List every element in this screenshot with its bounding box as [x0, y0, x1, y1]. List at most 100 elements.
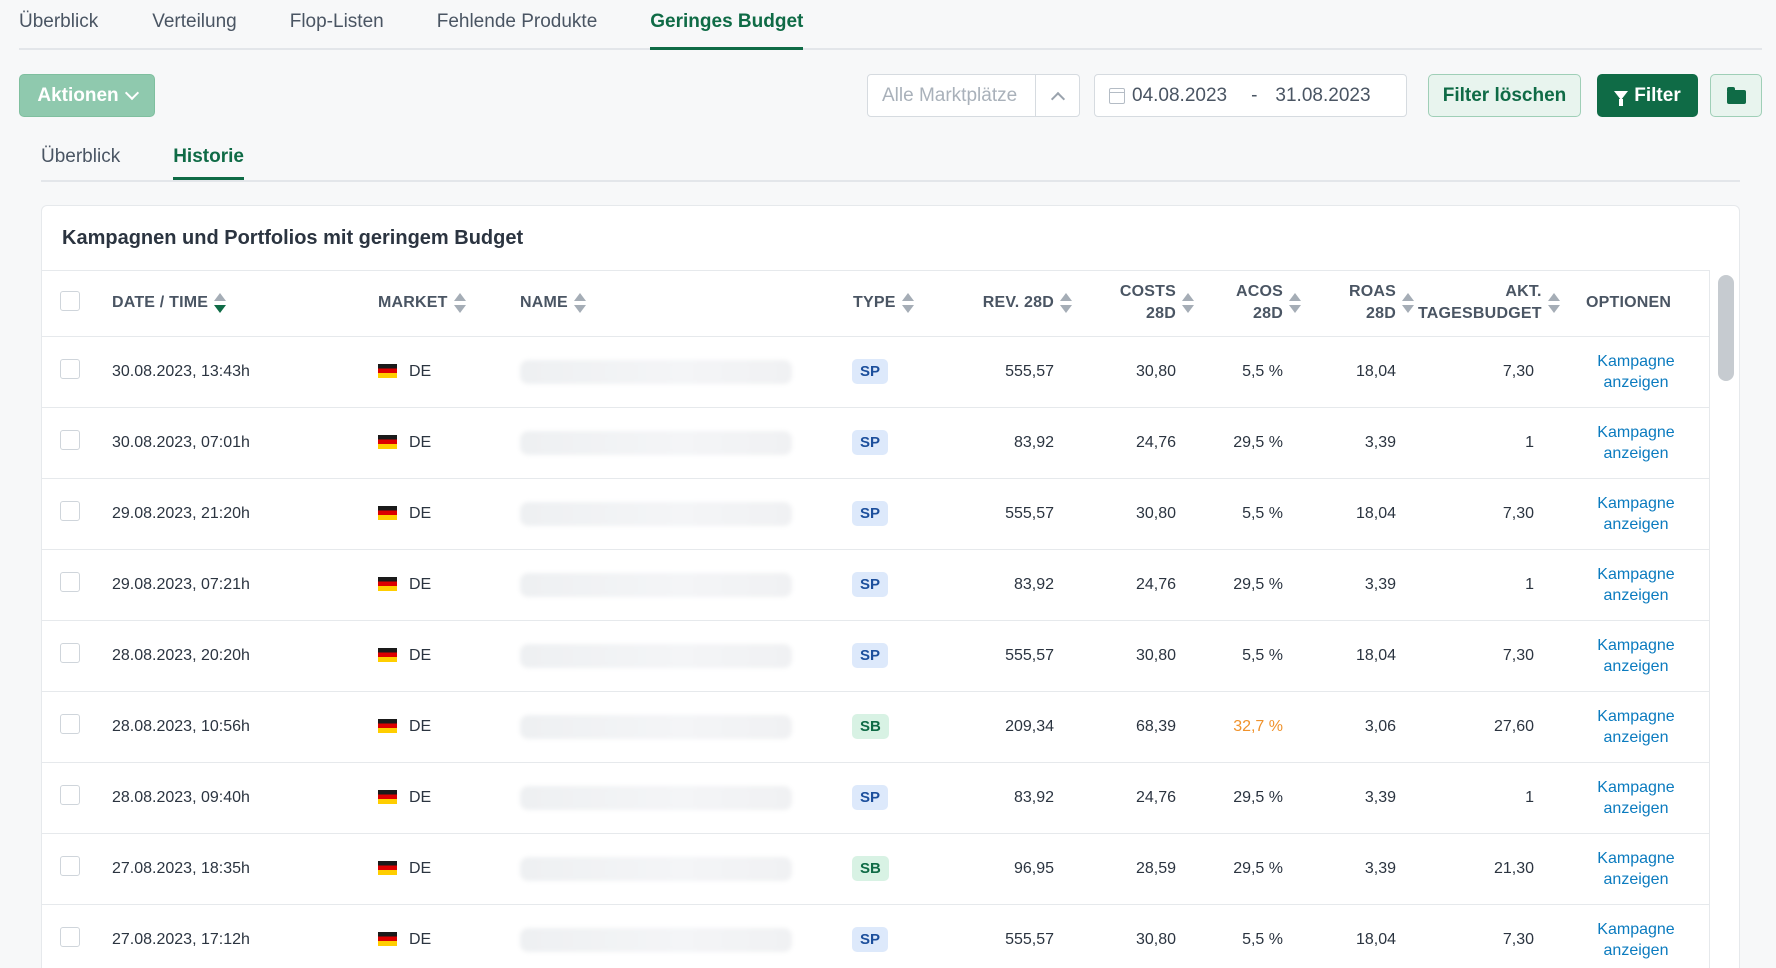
tab-fehlende-produkte[interactable]: Fehlende Produkte [436, 11, 598, 32]
calendar-icon [1109, 87, 1125, 104]
show-campaign-link[interactable]: Kampagne anzeigen [1562, 833, 1709, 905]
tab-geringes-budget[interactable]: Geringes Budget [650, 0, 804, 50]
row-roas: 3,39 [1311, 549, 1418, 621]
row-type: SP [852, 620, 947, 692]
history-table-wrapper[interactable]: DATE / TIME MARKET NAME TYPE REV. 28D CO… [42, 270, 1710, 968]
sort-icon[interactable] [1289, 293, 1301, 314]
subtab-historie[interactable]: Historie [173, 130, 244, 180]
actions-dropdown-button[interactable]: Aktionen [19, 74, 155, 117]
sort-icon[interactable] [1182, 293, 1194, 314]
row-acos: 5,5 % [1204, 620, 1311, 692]
table-row[interactable]: 27.08.2023, 18:35h DE SB 96,95 28,59 29,… [42, 833, 1709, 905]
row-date: 30.08.2023, 07:01h [98, 407, 378, 479]
date-range-picker[interactable]: 04.08.2023 - 31.08.2023 [1094, 74, 1407, 117]
table-row[interactable]: 29.08.2023, 07:21h DE SP 83,92 24,76 29,… [42, 549, 1709, 621]
sort-icon[interactable] [214, 293, 227, 314]
tab-verteilung[interactable]: Verteilung [152, 11, 237, 32]
row-acos: 29,5 % [1204, 549, 1311, 621]
row-acos: 5,5 % [1204, 336, 1311, 408]
show-campaign-link[interactable]: Kampagne anzeigen [1562, 478, 1709, 550]
sort-icon[interactable] [573, 293, 586, 314]
show-campaign-link[interactable]: Kampagne anzeigen [1562, 691, 1709, 763]
row-market-code: DE [409, 433, 432, 451]
row-name [509, 762, 852, 834]
header-acos[interactable]: ACOS [1235, 283, 1283, 301]
row-date: 27.08.2023, 18:35h [98, 833, 378, 905]
row-name [509, 620, 852, 692]
row-rev: 555,57 [947, 478, 1082, 550]
row-market-code: DE [409, 788, 432, 806]
row-date: 28.08.2023, 10:56h [98, 691, 378, 763]
header-type[interactable]: TYPE [853, 294, 896, 312]
row-budget: 1 [1418, 407, 1562, 479]
select-all-checkbox[interactable] [60, 290, 80, 311]
sort-icon[interactable] [1402, 293, 1414, 314]
header-acos-sub: 28D [1253, 305, 1283, 323]
table-row[interactable]: 30.08.2023, 07:01h DE SP 83,92 24,76 29,… [42, 407, 1709, 479]
clear-filter-button[interactable]: Filter löschen [1428, 74, 1581, 117]
row-name [509, 407, 852, 479]
tab-ueberblick[interactable]: Überblick [19, 11, 99, 32]
sort-icon[interactable] [453, 293, 466, 314]
header-costs[interactable]: COSTS [1119, 283, 1176, 301]
date-to[interactable]: 31.08.2023 [1275, 84, 1371, 106]
header-name[interactable]: NAME [520, 294, 568, 312]
show-campaign-link[interactable]: Kampagne anzeigen [1562, 549, 1709, 621]
show-campaign-link[interactable]: Kampagne anzeigen [1562, 620, 1709, 692]
header-date[interactable]: DATE / TIME [112, 294, 209, 312]
table-row[interactable]: 28.08.2023, 10:56h DE SB 209,34 68,39 32… [42, 691, 1709, 763]
show-campaign-link[interactable]: Kampagne anzeigen [1562, 762, 1709, 834]
row-type: SP [852, 336, 947, 408]
sort-icon[interactable] [1060, 293, 1072, 314]
table-row[interactable]: 28.08.2023, 20:20h DE SP 555,57 30,80 5,… [42, 620, 1709, 692]
row-checkbox[interactable] [60, 927, 80, 947]
row-roas: 3,06 [1311, 691, 1418, 763]
table-row[interactable]: 30.08.2023, 13:43h DE SP 555,57 30,80 5,… [42, 336, 1709, 408]
row-checkbox[interactable] [60, 359, 80, 379]
scrollbar-thumb[interactable] [1718, 275, 1734, 381]
row-date: 28.08.2023, 09:40h [98, 762, 378, 834]
folder-button[interactable] [1710, 74, 1762, 117]
show-campaign-link[interactable]: Kampagne anzeigen [1562, 904, 1709, 968]
table-row[interactable]: 28.08.2023, 09:40h DE SP 83,92 24,76 29,… [42, 762, 1709, 834]
row-name [509, 336, 852, 408]
row-costs: 24,76 [1082, 549, 1204, 621]
sort-icon[interactable] [1547, 293, 1561, 314]
header-roas[interactable]: ROAS [1348, 283, 1396, 301]
header-market[interactable]: MARKET [378, 294, 448, 312]
row-budget: 7,30 [1418, 904, 1562, 968]
row-checkbox[interactable] [60, 643, 80, 663]
row-date: 28.08.2023, 20:20h [98, 620, 378, 692]
row-checkbox[interactable] [60, 430, 80, 450]
table-row[interactable]: 29.08.2023, 21:20h DE SP 555,57 30,80 5,… [42, 478, 1709, 550]
row-name [509, 904, 852, 968]
show-campaign-link[interactable]: Kampagne anzeigen [1562, 336, 1709, 408]
sort-icon[interactable] [901, 293, 914, 314]
row-checkbox[interactable] [60, 714, 80, 734]
row-costs: 30,80 [1082, 904, 1204, 968]
row-date: 27.08.2023, 17:12h [98, 904, 378, 968]
date-from[interactable]: 04.08.2023 [1132, 84, 1228, 106]
row-rev: 83,92 [947, 762, 1082, 834]
actions-label: Aktionen [37, 84, 119, 106]
row-market: DE [378, 549, 509, 621]
row-checkbox[interactable] [60, 501, 80, 521]
row-checkbox[interactable] [60, 856, 80, 876]
row-checkbox[interactable] [60, 572, 80, 592]
name-placeholder [520, 572, 792, 597]
tab-flop-listen[interactable]: Flop-Listen [289, 11, 384, 32]
scrollbar[interactable] [1718, 275, 1734, 968]
marketplace-select[interactable]: Alle Marktplätze [867, 74, 1080, 117]
row-rev: 555,57 [947, 620, 1082, 692]
table-row[interactable]: 27.08.2023, 17:12h DE SP 555,57 30,80 5,… [42, 904, 1709, 968]
chevron-up-icon[interactable] [1035, 75, 1079, 116]
row-roas: 18,04 [1311, 478, 1418, 550]
name-placeholder [520, 856, 792, 881]
subtab-ueberblick[interactable]: Überblick [41, 146, 121, 167]
header-budget[interactable]: AKT. [1505, 283, 1542, 301]
show-campaign-link[interactable]: Kampagne anzeigen [1562, 407, 1709, 479]
flag-de-icon [378, 648, 397, 663]
row-checkbox[interactable] [60, 785, 80, 805]
header-rev[interactable]: REV. 28D [982, 294, 1054, 312]
filter-button[interactable]: Filter [1597, 74, 1698, 117]
